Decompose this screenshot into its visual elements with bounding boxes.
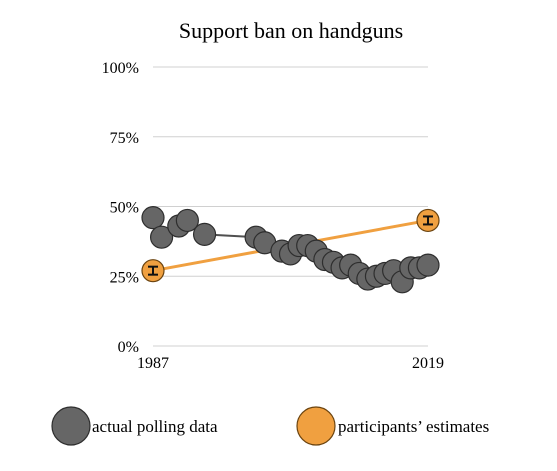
legend: actual polling data participants’ estimat… — [51, 406, 489, 446]
legend-swatch-estimates — [296, 406, 336, 446]
grid-lines — [153, 66, 428, 347]
y-tick-label: 25% — [110, 269, 139, 286]
y-tick-label: 100% — [102, 60, 139, 77]
x-tick-label: 1987 — [137, 355, 169, 372]
estimate-error-bar — [423, 215, 433, 226]
polling-point — [141, 206, 165, 230]
legend-swatch-polling — [51, 406, 91, 446]
y-tick-label: 0% — [118, 339, 139, 356]
legend-label: actual polling data — [92, 417, 218, 436]
polling-point — [175, 208, 199, 233]
chart-title: Support ban on handguns — [179, 18, 403, 43]
legend-label: participants’ estimates — [338, 417, 489, 436]
polling-point — [192, 222, 217, 246]
series-layer — [141, 206, 440, 294]
y-tick-label: 75% — [110, 130, 139, 147]
polling-point — [416, 253, 440, 277]
x-tick-label: 2019 — [412, 355, 444, 372]
polling-point — [149, 225, 174, 249]
y-axis-ticks: 0% 25% 50% 75% 100% — [102, 60, 139, 356]
x-axis-ticks: 1987 2019 — [137, 355, 444, 372]
y-tick-label: 50% — [110, 200, 139, 217]
estimate-error-bar — [148, 265, 158, 276]
